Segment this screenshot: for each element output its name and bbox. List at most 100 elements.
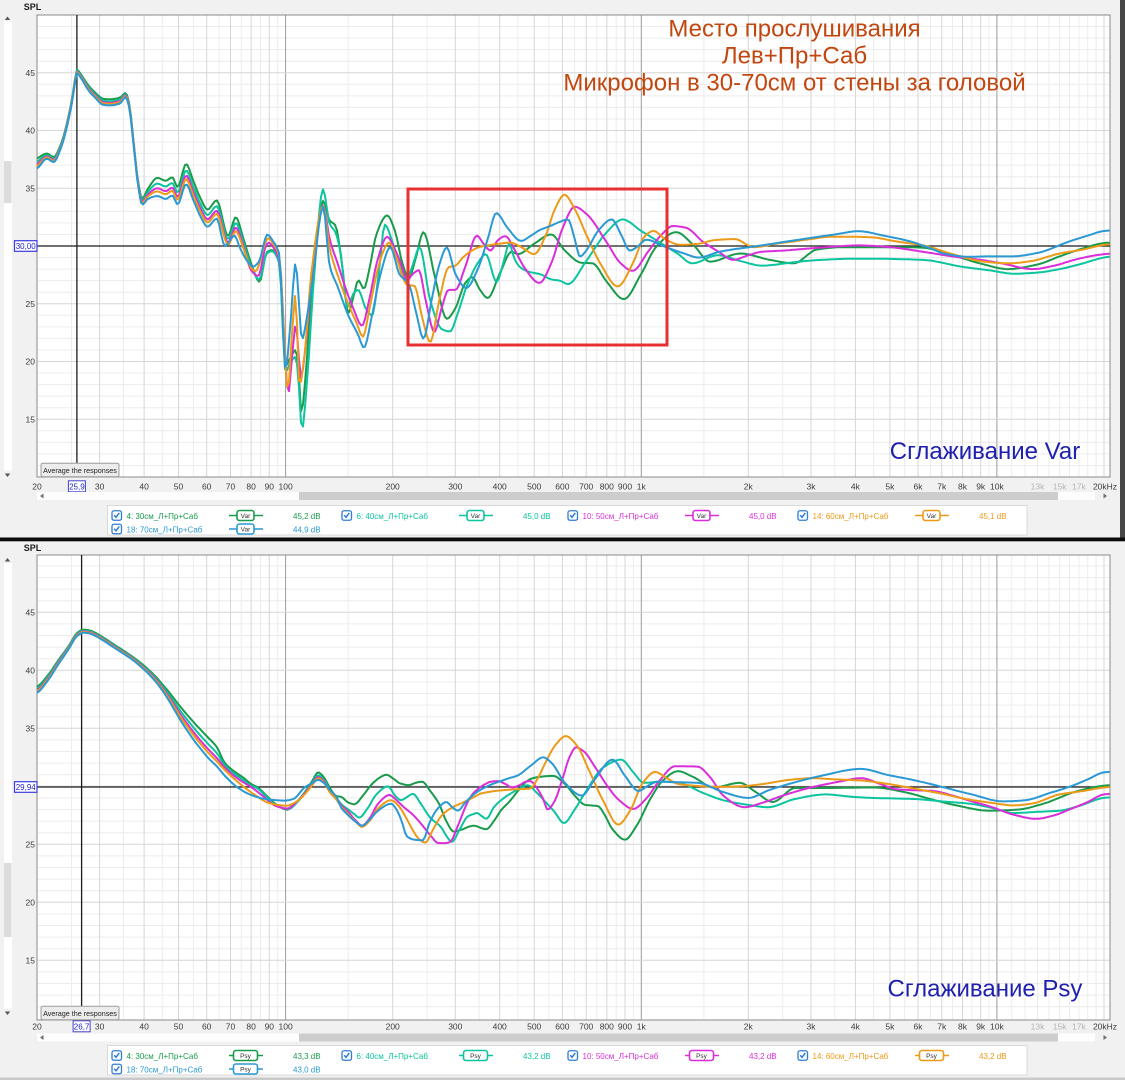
svg-text:300: 300 [448,482,462,492]
svg-text:20kHz: 20kHz [1093,482,1117,492]
svg-text:3k: 3k [807,482,817,492]
svg-text:Psy: Psy [240,1067,252,1074]
svg-text:8k: 8k [958,482,968,492]
svg-text:43,2 dB: 43,2 dB [749,1052,777,1061]
svg-text:6: 40см_Л+Пр+Саб: 6: 40см_Л+Пр+Саб [357,512,429,521]
svg-text:26,7: 26,7 [74,1023,90,1032]
svg-text:6: 40см_Л+Пр+Саб: 6: 40см_Л+Пр+Саб [357,1052,429,1061]
svg-text:13k: 13k [1031,1022,1045,1032]
svg-text:18: 70см_Л+Пр+Саб: 18: 70см_Л+Пр+Саб [127,1065,203,1074]
svg-text:Psy: Psy [240,1053,252,1060]
svg-text:200: 200 [386,482,400,492]
svg-text:14: 60см_Л+Пр+Саб: 14: 60см_Л+Пр+Саб [813,512,889,521]
svg-text:29,94: 29,94 [16,783,37,792]
svg-text:20: 20 [26,357,36,367]
svg-text:1k: 1k [637,1022,647,1032]
svg-text:4k: 4k [851,1022,861,1032]
svg-text:800: 800 [600,482,614,492]
svg-text:90: 90 [265,482,275,492]
svg-text:35: 35 [26,183,36,193]
svg-text:Average the responses: Average the responses [43,1009,117,1018]
svg-text:50: 50 [174,482,184,492]
svg-text:2k: 2k [744,482,754,492]
svg-text:40: 40 [26,126,36,136]
svg-text:30: 30 [95,482,105,492]
svg-text:800: 800 [600,1022,614,1032]
svg-text:60: 60 [202,482,212,492]
svg-text:45: 45 [26,68,36,78]
svg-text:700: 700 [579,482,593,492]
svg-text:90: 90 [265,1022,275,1032]
svg-text:9k: 9k [976,1022,986,1032]
svg-text:Сглаживание Var: Сглаживание Var [890,438,1080,465]
svg-text:20: 20 [26,898,36,908]
svg-text:15: 15 [26,956,36,966]
svg-text:43,2 dB: 43,2 dB [523,1052,551,1061]
svg-text:Микрофон в 30-70см от стены за: Микрофон в 30-70см от стены за головой [563,70,1025,97]
svg-text:43,3 dB: 43,3 dB [293,1052,321,1061]
svg-text:100: 100 [279,482,293,492]
svg-text:50: 50 [174,1022,184,1032]
svg-text:Var: Var [697,513,707,520]
svg-text:Psy: Psy [696,1053,708,1060]
svg-text:17k: 17k [1072,1022,1086,1032]
svg-text:30: 30 [95,1022,105,1032]
svg-text:45,1 dB: 45,1 dB [979,512,1007,521]
svg-text:60: 60 [202,1022,212,1032]
svg-text:35: 35 [26,724,36,734]
svg-text:7k: 7k [937,482,947,492]
svg-text:70: 70 [226,482,236,492]
svg-text:30,00: 30,00 [16,242,37,251]
svg-text:5k: 5k [885,1022,895,1032]
svg-text:40: 40 [26,666,36,676]
svg-text:5k: 5k [885,482,895,492]
svg-text:Var: Var [471,513,481,520]
svg-text:10k: 10k [990,482,1004,492]
svg-text:70: 70 [226,1022,236,1032]
svg-text:600: 600 [555,482,569,492]
svg-text:6k: 6k [914,1022,924,1032]
svg-text:25: 25 [26,299,36,309]
svg-text:7k: 7k [937,1022,947,1032]
svg-text:600: 600 [555,1022,569,1032]
svg-text:20kHz: 20kHz [1093,1022,1117,1032]
svg-text:15: 15 [26,414,36,424]
svg-text:45: 45 [26,608,36,618]
svg-text:200: 200 [386,1022,400,1032]
svg-text:25: 25 [26,840,36,850]
svg-text:100: 100 [279,1022,293,1032]
svg-text:900: 900 [618,482,632,492]
svg-text:Psy: Psy [470,1053,482,1060]
svg-text:13k: 13k [1031,482,1045,492]
svg-text:45,0 dB: 45,0 dB [749,512,777,521]
svg-text:400: 400 [493,1022,507,1032]
svg-text:40: 40 [139,1022,149,1032]
svg-text:45,0 dB: 45,0 dB [523,512,551,521]
svg-text:18: 70см_Л+Пр+Саб: 18: 70см_Л+Пр+Саб [127,525,203,534]
svg-text:8k: 8k [958,1022,968,1032]
svg-text:Var: Var [241,527,251,534]
svg-text:700: 700 [579,1022,593,1032]
svg-text:2k: 2k [744,1022,754,1032]
svg-text:Var: Var [241,513,251,520]
svg-text:10: 50см_Л+Пр+Саб: 10: 50см_Л+Пр+Саб [583,512,659,521]
svg-text:40: 40 [139,482,149,492]
svg-text:43,2 dB: 43,2 dB [979,1052,1007,1061]
svg-text:80: 80 [246,482,256,492]
svg-text:10: 50см_Л+Пр+Саб: 10: 50см_Л+Пр+Саб [583,1052,659,1061]
svg-text:44,9 dB: 44,9 dB [293,525,321,534]
svg-text:500: 500 [527,1022,541,1032]
svg-text:Psy: Psy [926,1053,938,1060]
svg-text:4: 30см_Л+Пр+Саб: 4: 30см_Л+Пр+Саб [127,512,199,521]
svg-text:SPL: SPL [24,2,42,12]
svg-text:20: 20 [32,1022,42,1032]
svg-text:900: 900 [618,1022,632,1032]
svg-text:80: 80 [246,1022,256,1032]
svg-text:Average the responses: Average the responses [43,466,117,475]
svg-text:10k: 10k [990,1022,1004,1032]
svg-text:15k: 15k [1053,482,1067,492]
svg-text:1k: 1k [637,482,647,492]
svg-text:14: 60см_Л+Пр+Саб: 14: 60см_Л+Пр+Саб [813,1052,889,1061]
svg-text:17k: 17k [1072,482,1086,492]
svg-text:43,0 dB: 43,0 dB [293,1065,321,1074]
